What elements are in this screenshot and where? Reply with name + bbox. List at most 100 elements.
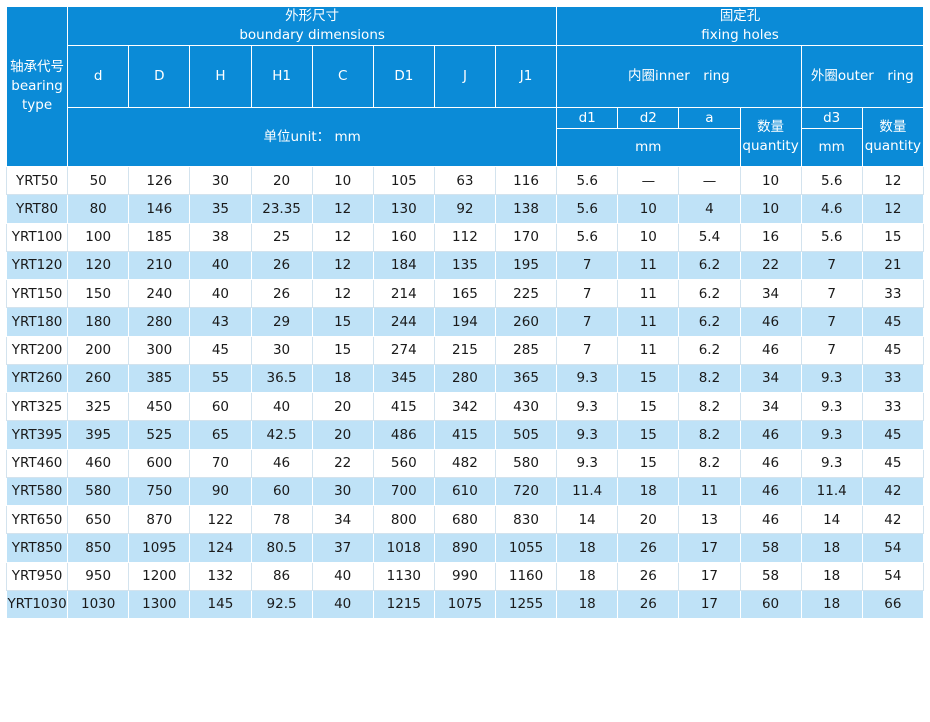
- table-cell: 5.6: [556, 165, 619, 196]
- table-cell: 46: [739, 335, 802, 365]
- table-cell: 60: [250, 476, 313, 507]
- table-cell: 5.6: [800, 165, 863, 196]
- table-cell: 30: [250, 335, 313, 365]
- table-cell: 60: [189, 391, 252, 422]
- table-cell: 950: [67, 561, 130, 591]
- table-cell: 700: [372, 476, 435, 507]
- table-cell: 112: [433, 222, 497, 252]
- table-cell: 33: [861, 363, 925, 394]
- table-cell: 26: [250, 250, 313, 281]
- table-cell: 135: [433, 250, 497, 281]
- table-cell: 365: [494, 363, 558, 394]
- table-cell: 244: [372, 307, 435, 337]
- table-cell: 29: [250, 307, 313, 337]
- table-cell: 58: [739, 561, 802, 591]
- bearing-type: YRT850: [5, 533, 69, 563]
- column-label-line: d3: [823, 109, 841, 126]
- table-cell: 560: [372, 448, 435, 478]
- table-cell: 185: [128, 222, 191, 252]
- column-label-line: J1: [519, 68, 533, 84]
- table-row: YRT850 850 1095 124 80.5 37 1018 890 1055 18 26 17 5…: [5, 533, 925, 563]
- quantity-label-line: quantity: [864, 138, 922, 154]
- column-label: C: [311, 45, 374, 108]
- table-cell: 285: [494, 335, 558, 365]
- table-cell: 342: [433, 391, 497, 422]
- table-row: YRT260 260 385 55 36.5 18 345 280 365 9.3 15 8.2 34 9…: [5, 363, 925, 394]
- column-label: H1: [250, 45, 313, 108]
- table-cell: 122: [189, 504, 252, 535]
- table-cell: 210: [128, 250, 191, 281]
- quantity-label-line: 数量: [757, 119, 785, 135]
- table-cell: 46: [739, 420, 802, 450]
- table-cell: 580: [67, 476, 130, 507]
- group-title-line: 外形尺寸: [285, 8, 340, 24]
- table-cell: 54: [861, 561, 925, 591]
- table-cell: 11: [617, 307, 680, 337]
- table-cell: 11.4: [556, 476, 619, 507]
- table-cell: 9.3: [800, 420, 863, 450]
- table-cell: 9.3: [800, 448, 863, 478]
- table-cell: 80.5: [250, 533, 313, 563]
- table-cell: 9.3: [556, 420, 619, 450]
- table-cell: 11.4: [800, 476, 863, 507]
- table-cell: 7: [800, 307, 863, 337]
- header-row: d D H H1 C D1 J J1 内圈inner ring 外圈outer ring: [7, 45, 925, 108]
- table-cell: 260: [494, 307, 558, 337]
- table-cell: 46: [739, 448, 802, 478]
- table-cell: 4.6: [800, 194, 863, 224]
- table-cell: 385: [128, 363, 191, 394]
- unit-label-line: mm: [635, 139, 662, 155]
- table-cell: 70: [189, 448, 252, 478]
- table-cell: 9.3: [800, 391, 863, 422]
- table-cell: 870: [128, 504, 191, 535]
- table-cell: 18: [556, 533, 619, 563]
- table-cell: 17: [678, 561, 741, 591]
- table-cell: 430: [494, 391, 558, 422]
- group-title-line: fixing holes: [701, 27, 779, 43]
- column-label: d1: [556, 107, 619, 129]
- table-cell: 274: [372, 335, 435, 365]
- table-cell: 1030: [67, 589, 130, 620]
- table-cell: —: [678, 165, 741, 196]
- table-cell: 18: [800, 533, 863, 563]
- column-label-line: D: [154, 68, 165, 84]
- column-label-line: H1: [272, 68, 291, 84]
- table-cell: 45: [861, 335, 925, 365]
- table-cell: 280: [128, 307, 191, 337]
- table-cell: 42: [861, 476, 925, 507]
- table-cell: 40: [189, 278, 252, 309]
- table-cell: 325: [67, 391, 130, 422]
- bearing-type: YRT650: [5, 504, 69, 535]
- table-cell: 5.6: [556, 194, 619, 224]
- group-title-line: 固定孔: [719, 8, 761, 24]
- table-cell: 26: [617, 533, 680, 563]
- table-cell: 180: [67, 307, 130, 337]
- table-cell: 11: [678, 476, 741, 507]
- table-cell: 650: [67, 504, 130, 535]
- table-cell: 486: [372, 420, 435, 450]
- table-cell: 1200: [128, 561, 191, 591]
- table-cell: 9.3: [556, 363, 619, 394]
- ring-label-line: 内圈inner ring: [628, 68, 730, 84]
- table-cell: 7: [800, 250, 863, 281]
- table-cell: 10: [617, 222, 680, 252]
- table-row: YRT580 580 750 90 60 30 700 610 720 11.4 18 11 46 11.…: [5, 476, 925, 507]
- table-cell: 9.3: [800, 363, 863, 394]
- table-cell: 7: [556, 307, 619, 337]
- table-cell: 450: [128, 391, 191, 422]
- table-cell: 6.2: [678, 278, 741, 309]
- column-label-line: H: [215, 68, 226, 84]
- table-cell: 124: [189, 533, 252, 563]
- table-cell: 195: [494, 250, 558, 281]
- table-cell: 482: [433, 448, 497, 478]
- table-cell: 23.35: [250, 194, 313, 224]
- table-cell: 92: [433, 194, 497, 224]
- table-cell: 345: [372, 363, 435, 394]
- table-cell: 14: [800, 504, 863, 535]
- table-cell: 8.2: [678, 448, 741, 478]
- type-label-line: bearing: [11, 78, 63, 94]
- table-cell: 1095: [128, 533, 191, 563]
- unit-label-line: mm: [818, 139, 845, 155]
- table-cell: 42.5: [250, 420, 313, 450]
- table-cell: 5.6: [556, 222, 619, 252]
